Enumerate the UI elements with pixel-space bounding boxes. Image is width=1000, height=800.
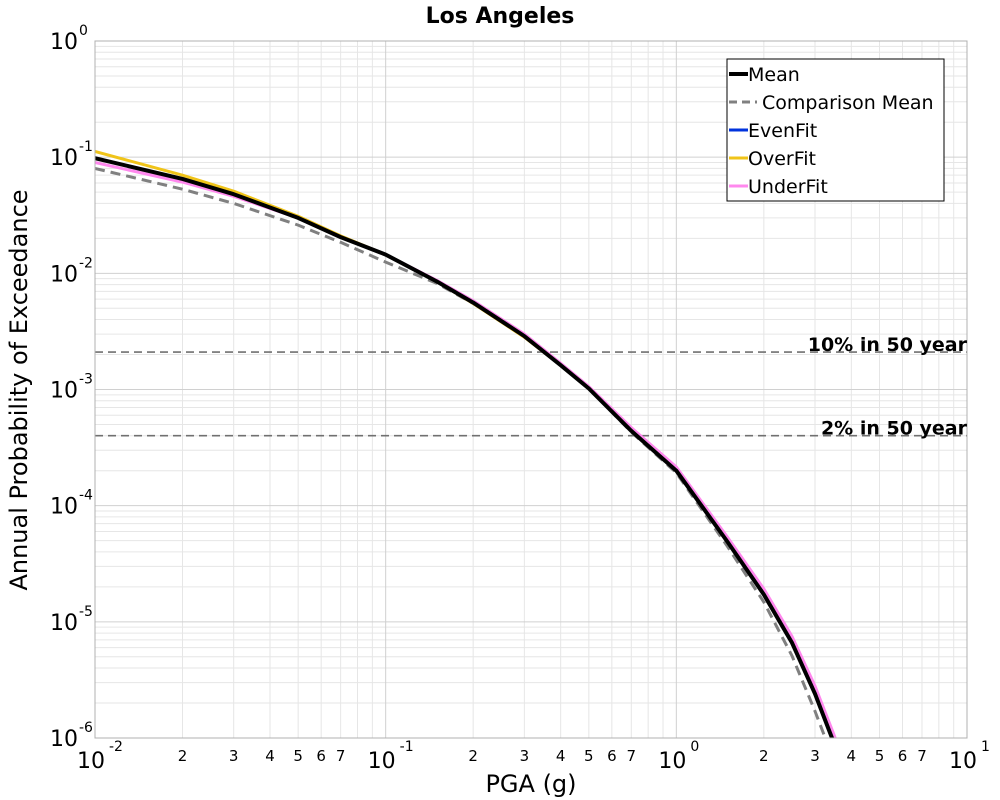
x-tick-minor-label: 2 [468, 747, 478, 765]
x-tick-exponent: -1 [400, 739, 414, 755]
x-tick-label: 10 [77, 749, 105, 774]
legend-label: Mean [748, 64, 800, 86]
x-tick-minor-label: 7 [917, 747, 927, 765]
x-tick-label: 10 [368, 749, 396, 774]
y-tick-exponent: -5 [79, 604, 93, 620]
x-tick-minor-label: 5 [293, 747, 303, 765]
y-tick-exponent: -2 [79, 255, 93, 271]
x-tick-minor-label: 6 [316, 747, 326, 765]
x-tick-exponent: 0 [690, 739, 699, 755]
x-tick-minor-label: 7 [627, 747, 637, 765]
y-axis-label: Annual Probability of Exceedance [5, 189, 33, 590]
y-tick-label: 10 [50, 727, 78, 752]
x-tick-minor-label: 2 [178, 747, 188, 765]
x-tick-exponent: -2 [109, 739, 123, 755]
series-line-mean [95, 156, 835, 738]
y-tick-label: 10 [50, 379, 78, 404]
y-tick-exponent: -6 [79, 720, 93, 736]
x-tick-minor-label: 6 [607, 747, 617, 765]
x-tick-minor-label: 3 [229, 747, 239, 765]
legend: Mean Comparison Mean EvenFit OverFit UnderFi… [726, 58, 945, 202]
y-tick-label: 10 [50, 262, 78, 287]
y-tick-exponent: -3 [79, 372, 93, 388]
x-tick-exponent: 1 [981, 739, 990, 755]
y-tick-exponent: 0 [79, 23, 88, 39]
x-tick-minor-label: 4 [847, 747, 857, 765]
y-tick-exponent: -4 [79, 488, 93, 504]
x-tick-label: 10 [658, 749, 686, 774]
series-line-comparison-mean [95, 166, 827, 738]
x-tick-minor-label: 4 [556, 747, 566, 765]
legend-label: Comparison Mean [762, 92, 934, 114]
reference-labels: 10% in 50 year 2% in 50 year [808, 334, 968, 440]
x-axis-label: PGA (g) [485, 770, 576, 798]
series-lines [95, 150, 837, 738]
legend-box [726, 58, 945, 202]
reference-label: 2% in 50 year [821, 418, 968, 440]
y-tick-exponent: -1 [79, 139, 93, 155]
x-tick-minor-label: 5 [875, 747, 885, 765]
x-tick-minor-label: 5 [584, 747, 594, 765]
x-tick-minor-label: 3 [520, 747, 530, 765]
legend-label: OverFit [748, 148, 816, 170]
x-tick-minor-label: 7 [336, 747, 346, 765]
x-tick-label: 10 [949, 749, 977, 774]
x-tick-minor-label: 2 [759, 747, 769, 765]
plot-frame [94, 40, 968, 739]
y-tick-label: 10 [50, 611, 78, 636]
reference-label: 10% in 50 year [808, 334, 968, 356]
reference-lines [95, 351, 967, 437]
chart-title: Los Angeles [426, 4, 575, 29]
y-tick-label: 10 [50, 146, 78, 171]
y-tick-label: 10 [50, 495, 78, 520]
y-tick-label: 10 [50, 30, 78, 55]
legend-label: UnderFit [748, 176, 828, 198]
x-tick-minor-label: 3 [810, 747, 820, 765]
x-tick-minor-label: 4 [265, 747, 275, 765]
x-tick-minor-label: 6 [898, 747, 908, 765]
legend-label: EvenFit [748, 120, 817, 142]
